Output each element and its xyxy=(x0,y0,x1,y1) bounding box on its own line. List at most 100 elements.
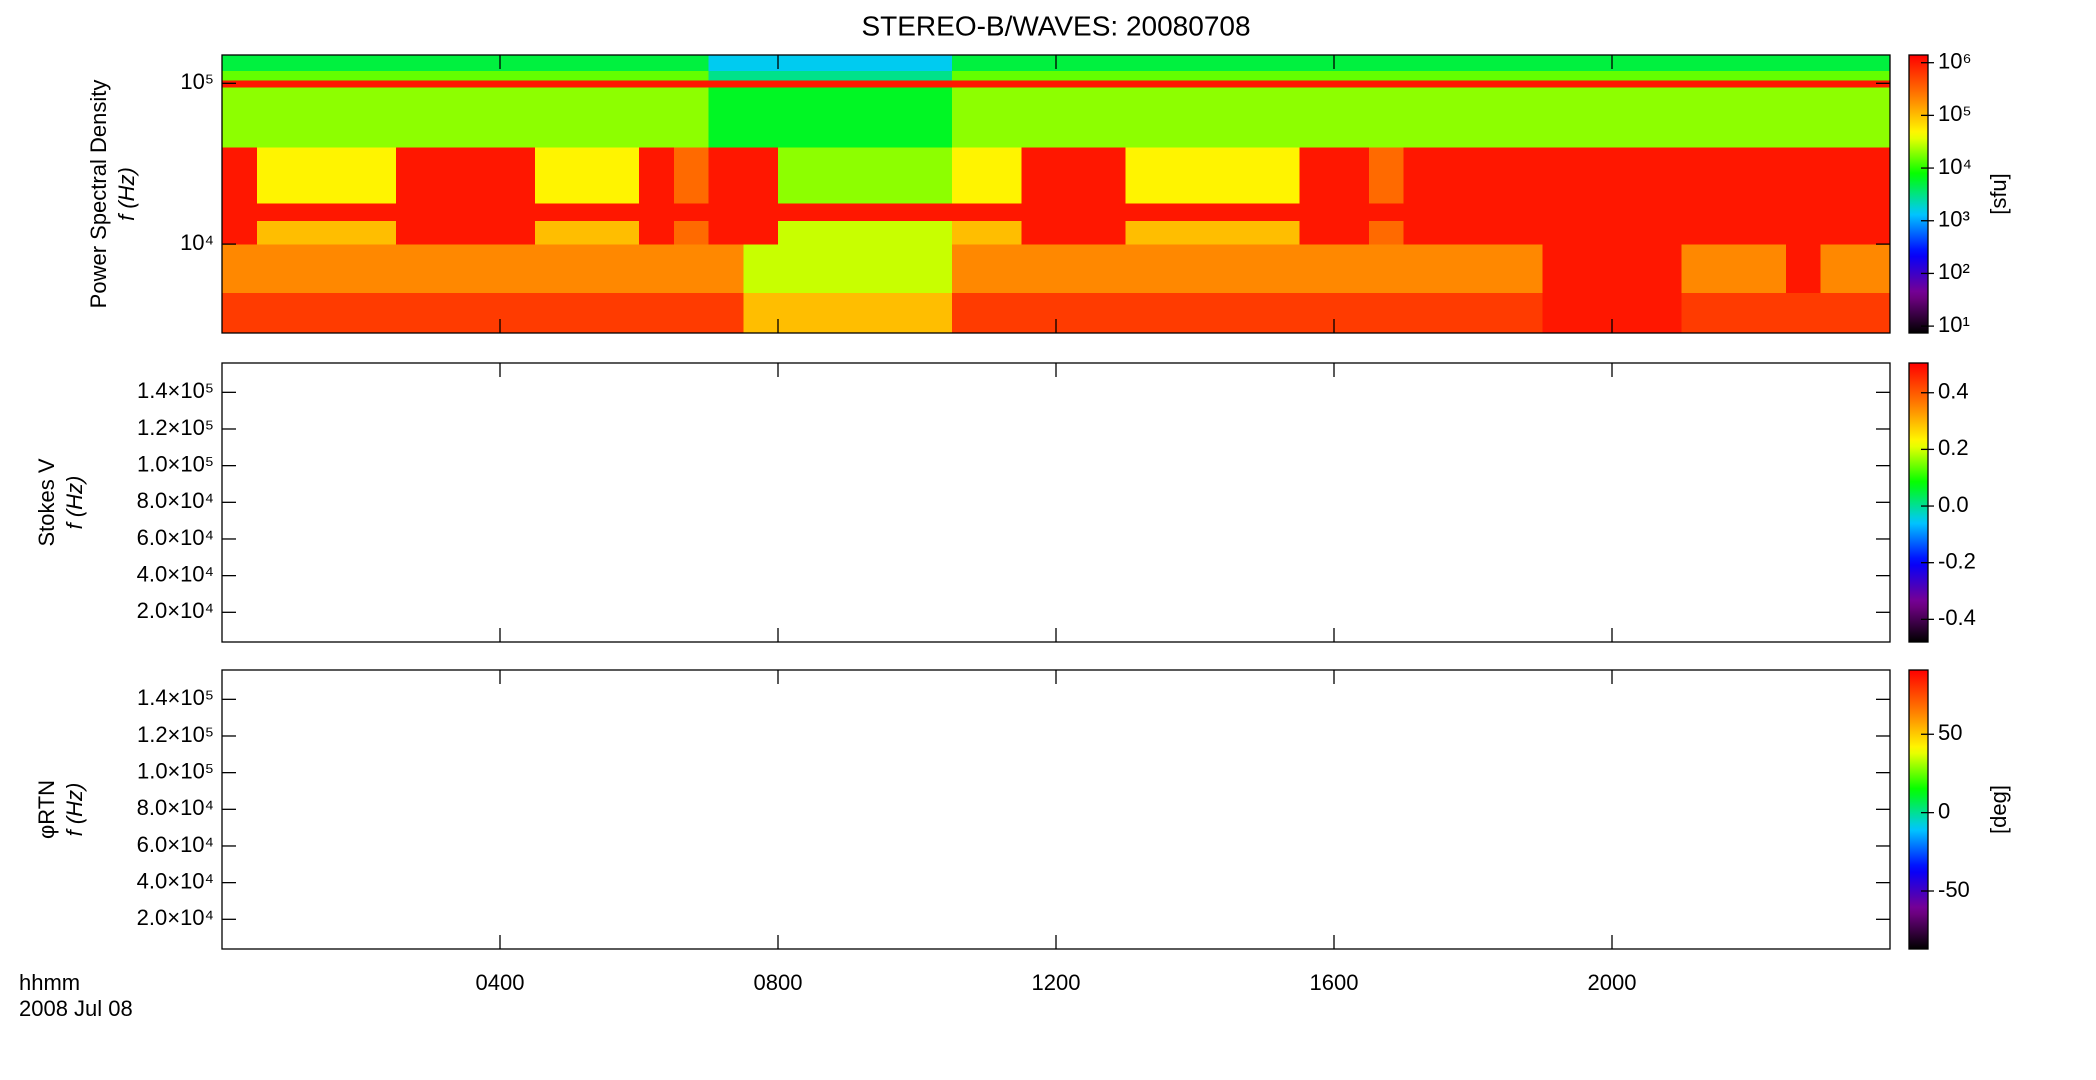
heatmap-cell xyxy=(395,292,432,334)
heatmap-cell xyxy=(1195,203,1231,222)
x-tick-label: 0400 xyxy=(476,970,525,995)
heatmap-cell xyxy=(534,86,571,148)
heatmap-cell xyxy=(1368,203,1405,222)
heatmap-cell xyxy=(1160,203,1196,222)
heatmap-cell xyxy=(1612,244,1648,293)
heatmap-cell xyxy=(1646,86,1683,148)
heatmap-cell xyxy=(1751,203,1787,222)
heatmap-cell xyxy=(708,292,744,334)
heatmap-cell xyxy=(778,220,814,245)
heatmap-cell xyxy=(1751,147,1787,204)
heatmap-cell xyxy=(951,147,988,204)
heatmap-cell xyxy=(1160,55,1196,71)
heatmap-cell xyxy=(1195,244,1231,293)
heatmap-cell xyxy=(534,292,571,334)
heatmap-cell xyxy=(1473,86,1509,148)
heatmap-cell xyxy=(1681,203,1717,222)
heatmap-cell xyxy=(778,244,814,293)
heatmap-cell xyxy=(569,70,605,81)
heatmap-cell xyxy=(1021,147,1057,204)
heatmap-cell xyxy=(1403,203,1439,222)
heatmap-cell xyxy=(1195,292,1231,334)
heatmap-cell xyxy=(1299,244,1335,293)
heatmap-cell xyxy=(917,79,953,88)
heatmap-cell xyxy=(291,70,327,81)
heatmap-cell xyxy=(882,55,918,71)
heatmap-cell xyxy=(534,55,571,71)
heatmap-cell xyxy=(1507,147,1544,204)
heatmap-cell xyxy=(569,55,605,71)
heatmap-cell xyxy=(1542,55,1578,71)
colorbar-tick-label: -50 xyxy=(1938,877,1970,902)
heatmap-cell xyxy=(222,244,258,293)
heatmap-cell xyxy=(430,203,466,222)
heatmap-cell xyxy=(1021,244,1057,293)
heatmap-cell xyxy=(1056,220,1092,245)
heatmap-cell xyxy=(1855,147,1891,204)
heatmap-cell xyxy=(1125,203,1161,222)
heatmap-cell xyxy=(604,292,640,334)
heatmap-cell xyxy=(1785,244,1822,293)
y-tick-label: 2.0×10⁴ xyxy=(137,598,214,623)
heatmap-cell xyxy=(326,55,362,71)
heatmap-cell xyxy=(743,220,779,245)
heatmap-cell xyxy=(1473,79,1509,88)
heatmap-cell xyxy=(812,292,849,334)
heatmap-cell xyxy=(1056,55,1092,71)
heatmap-cell xyxy=(1334,147,1370,204)
heatmap-cell xyxy=(500,292,536,334)
heatmap-cell xyxy=(222,79,258,88)
heatmap-cell xyxy=(569,147,605,204)
heatmap-cell xyxy=(1751,86,1787,148)
heatmap-cell xyxy=(1368,79,1405,88)
heatmap-cell xyxy=(604,79,640,88)
heatmap-cell xyxy=(951,292,988,334)
colorbar-title: [deg] xyxy=(1986,785,2011,834)
heatmap-cell xyxy=(1056,86,1092,148)
heatmap-cell xyxy=(1855,203,1891,222)
heatmap-cell xyxy=(917,86,953,148)
heatmap-cell xyxy=(847,203,883,222)
heatmap-cell xyxy=(1577,147,1613,204)
heatmap-cell xyxy=(1855,220,1891,245)
heatmap-cell xyxy=(1681,147,1717,204)
heatmap-cell xyxy=(1368,147,1405,204)
heatmap-cell xyxy=(1507,86,1544,148)
heatmap-cell xyxy=(1681,220,1717,245)
heatmap-cell xyxy=(1125,244,1161,293)
heatmap-cell xyxy=(1438,147,1474,204)
heatmap-cell xyxy=(1334,55,1370,71)
heatmap-cell xyxy=(951,86,988,148)
heatmap-cell xyxy=(1090,220,1127,245)
heatmap-cell xyxy=(847,86,883,148)
heatmap-cell xyxy=(534,79,571,88)
heatmap-cell xyxy=(1612,55,1648,71)
heatmap-cell xyxy=(569,86,605,148)
heatmap-cell xyxy=(1056,147,1092,204)
heatmap-cell xyxy=(1125,86,1161,148)
heatmap-cell xyxy=(673,292,710,334)
heatmap-cell xyxy=(1855,86,1891,148)
heatmap-cell xyxy=(604,86,640,148)
heatmap-cell xyxy=(1438,292,1474,334)
heatmap-cell xyxy=(1577,203,1613,222)
heatmap-cell xyxy=(1716,79,1752,88)
heatmap-cell xyxy=(1090,203,1127,222)
heatmap-cell xyxy=(1403,70,1439,81)
heatmap-cell xyxy=(1785,79,1822,88)
y-axis-title: φRTN xyxy=(34,780,59,839)
heatmap-cell xyxy=(951,55,988,71)
heatmap-cell xyxy=(1264,220,1300,245)
heatmap-cell xyxy=(708,203,744,222)
heatmap-cell xyxy=(1577,86,1613,148)
heatmap-cell xyxy=(1160,292,1196,334)
plot-frame xyxy=(221,362,1891,643)
heatmap-cell xyxy=(500,70,536,81)
heatmap-cell xyxy=(1473,220,1509,245)
heatmap-cell xyxy=(743,70,779,81)
heatmap-cell xyxy=(673,244,710,293)
heatmap-cell xyxy=(430,244,466,293)
heatmap-cell xyxy=(1473,70,1509,81)
heatmap-cell xyxy=(500,147,536,204)
